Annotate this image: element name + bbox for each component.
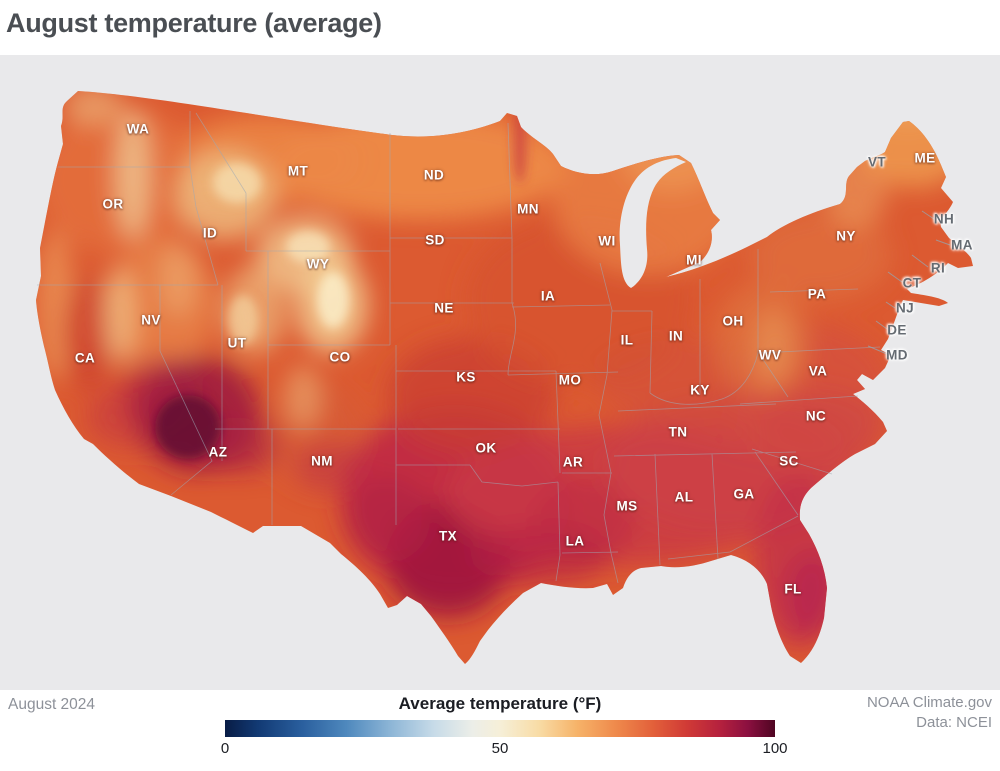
lake-michigan <box>619 158 686 288</box>
colorbar-tick-50: 50 <box>491 740 509 757</box>
source-site: NOAA Climate.gov <box>866 694 992 711</box>
source-data: Data: NCEI <box>916 714 992 732</box>
temperature-field <box>36 91 973 664</box>
colorbar-tick-0: 0 <box>220 740 230 757</box>
colorbar-tick-100: 100 <box>762 740 788 757</box>
colorbar <box>225 720 775 737</box>
map-panel: WA OR ID MT WY NV UT CA CO AZ NM ND SD NE KS OK TX MN IA MO… <box>0 55 1000 690</box>
label-leader-lines <box>867 210 951 355</box>
page-title: August temperature (average) <box>6 8 382 38</box>
footer: August 2024 Average temperature (°F) 0 5… <box>0 690 1000 771</box>
source-attribution: NOAA Climate.gov Data: NCEI <box>867 693 992 734</box>
us-temperature-map <box>36 91 973 664</box>
state-borders <box>37 111 881 584</box>
legend-title: Average temperature (°F) <box>398 694 602 713</box>
map-date: August 2024 <box>8 696 96 713</box>
header: August temperature (average) <box>0 0 1000 55</box>
